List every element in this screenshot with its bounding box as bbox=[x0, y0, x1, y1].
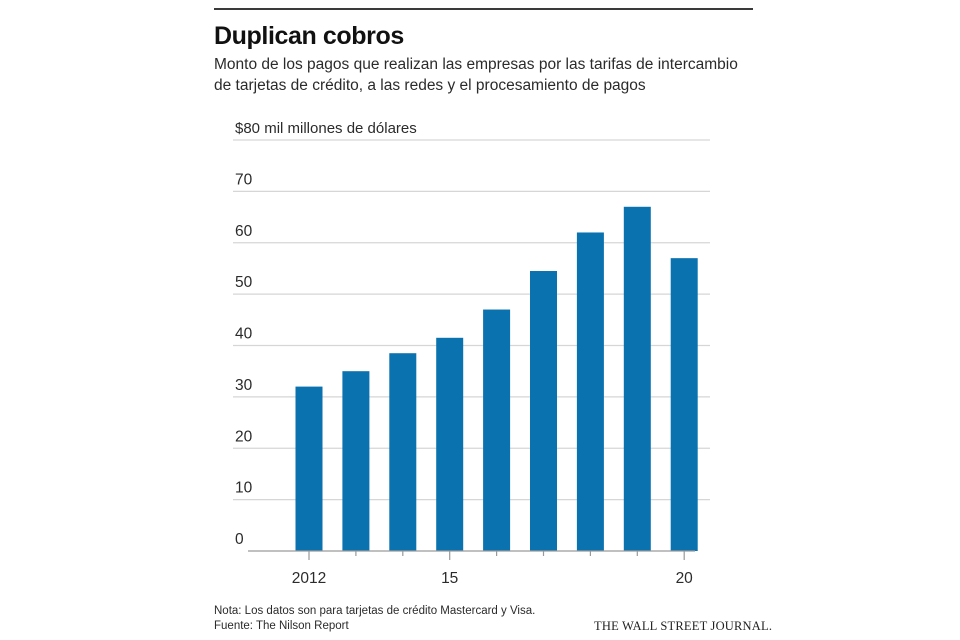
chart-footer: Nota: Los datos son para tarjetas de cré… bbox=[214, 604, 535, 634]
y-tick-label: 70 bbox=[235, 171, 253, 188]
footnote: Nota: Los datos son para tarjetas de cré… bbox=[214, 605, 536, 617]
y-tick-label: 60 bbox=[235, 223, 253, 240]
bar bbox=[576, 232, 604, 551]
y-tick-label: 50 bbox=[235, 274, 253, 291]
y-tick-label: 20 bbox=[235, 428, 253, 445]
y-tick-label: 30 bbox=[235, 377, 253, 394]
bar bbox=[436, 337, 464, 551]
y-tick-label: 40 bbox=[235, 326, 253, 343]
publisher-logo: THE WALL STREET JOURNAL. bbox=[594, 619, 773, 633]
bar bbox=[483, 309, 511, 551]
y-axis-label: $80 mil millones de dólares bbox=[235, 120, 417, 137]
bar bbox=[530, 271, 557, 551]
y-tick-label: 10 bbox=[235, 480, 253, 497]
x-tick-label: 2012 bbox=[292, 570, 326, 587]
bar bbox=[342, 371, 370, 551]
bar bbox=[670, 258, 698, 551]
y-tick-label: 0 bbox=[235, 531, 244, 548]
source-note: Fuente: The Nilson Report bbox=[214, 620, 349, 632]
bar bbox=[295, 386, 323, 551]
top-rule bbox=[214, 8, 753, 10]
chart-subtitle: Monto de los pagos que realizan las empr… bbox=[214, 56, 738, 94]
bar bbox=[623, 206, 651, 551]
x-tick-label: 15 bbox=[441, 570, 458, 587]
chart-title: Duplican cobros bbox=[214, 22, 404, 50]
bar bbox=[389, 353, 417, 551]
x-tick-label: 20 bbox=[676, 570, 694, 587]
